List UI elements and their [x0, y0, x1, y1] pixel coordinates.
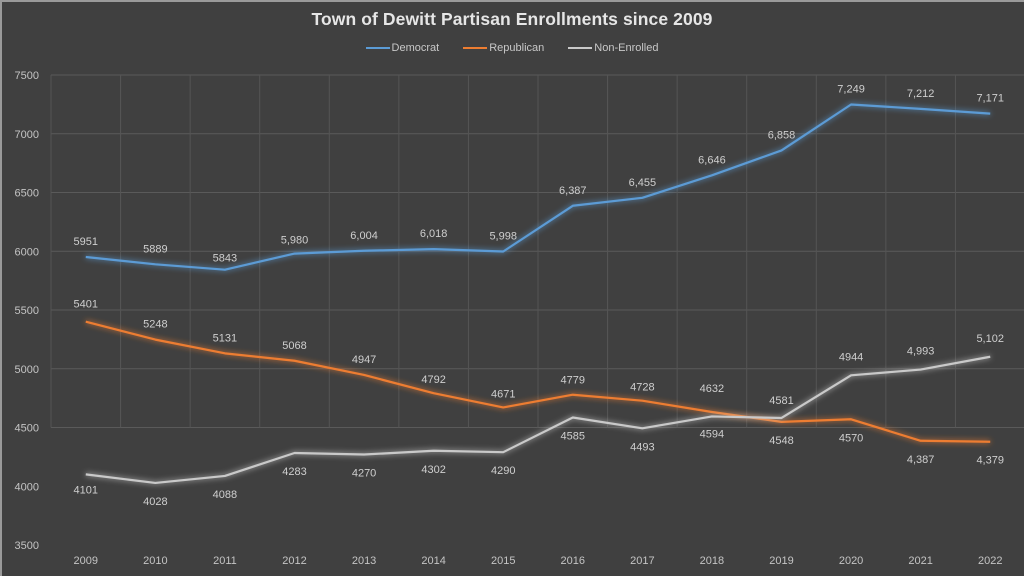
legend-label-democrat: Democrat	[391, 42, 440, 54]
data-label: 5,980	[281, 235, 309, 247]
data-label: 5951	[74, 236, 98, 248]
data-label: 4632	[700, 383, 724, 395]
data-label: 6,018	[420, 228, 448, 240]
legend-item-republican[interactable]: Republican	[463, 42, 544, 54]
data-label: 5248	[143, 319, 167, 331]
y-tick-label: 3500	[15, 540, 39, 552]
x-tick-label: 2021	[908, 555, 932, 567]
x-tick-label: 2019	[769, 555, 793, 567]
data-label: 7,212	[907, 88, 935, 100]
democrat-line	[85, 103, 991, 271]
non-enrolled-line	[85, 355, 991, 485]
data-label: 5068	[282, 340, 306, 352]
x-tick-label: 2010	[143, 555, 167, 567]
y-tick-label: 5500	[15, 305, 39, 317]
y-tick-label: 6000	[15, 246, 39, 258]
data-label: 6,646	[698, 154, 726, 166]
data-label: 6,858	[768, 129, 796, 141]
data-label: 4944	[839, 351, 863, 363]
data-label: 4,379	[976, 455, 1004, 467]
data-label: 4101	[74, 484, 98, 496]
data-label: 4088	[213, 489, 237, 501]
data-label: 4493	[630, 441, 654, 453]
legend: Democrat Republican Non-Enrolled	[0, 42, 1024, 54]
data-label: 5401	[74, 299, 98, 311]
data-label: 4,993	[907, 346, 935, 358]
data-label: 4585	[561, 431, 585, 443]
y-tick-label: 6500	[15, 188, 39, 200]
data-label: 4947	[352, 354, 376, 366]
data-label: 4728	[630, 382, 654, 394]
data-label: 5889	[143, 243, 167, 255]
data-label: 6,455	[629, 177, 657, 189]
x-tick-label: 2022	[978, 555, 1002, 567]
y-axis: 7500 7000 6500 6000 5500 5000 4500 4000 3500	[15, 70, 39, 552]
data-label: 4581	[769, 395, 793, 407]
data-label: 4,387	[907, 454, 935, 466]
x-tick-label: 2015	[491, 555, 515, 567]
gridlines	[50, 74, 1024, 428]
chart-title: Town of Dewitt Partisan Enrollments sinc…	[311, 9, 713, 29]
x-tick-label: 2020	[839, 555, 863, 567]
x-tick-label: 2017	[630, 555, 654, 567]
data-label: 4302	[421, 464, 445, 476]
legend-item-democrat[interactable]: Democrat	[365, 42, 440, 54]
x-axis: 2009 2010 2011 2012 2013 2014 2015 2016 2017 2018…	[74, 555, 1003, 567]
x-tick-label: 2018	[700, 555, 724, 567]
data-label: 4570	[839, 432, 863, 444]
legend-swatch-democrat	[365, 47, 390, 49]
data-label: 7,171	[976, 93, 1004, 105]
data-label: 6,387	[559, 185, 587, 197]
data-label: 6,004	[350, 230, 378, 242]
x-tick-label: 2013	[352, 555, 376, 567]
y-tick-label: 4500	[15, 423, 39, 435]
data-label: 4594	[700, 428, 724, 440]
data-label: 7,249	[837, 83, 865, 95]
data-label: 4283	[282, 466, 306, 478]
republican-line	[85, 320, 991, 443]
legend-item-non-enrolled[interactable]: Non-Enrolled	[568, 42, 658, 54]
data-label: 4548	[769, 435, 793, 447]
y-tick-label: 7500	[15, 70, 39, 82]
data-label: 5,102	[976, 333, 1004, 345]
legend-swatch-non-enrolled	[568, 47, 593, 49]
x-tick-label: 2011	[213, 555, 237, 567]
legend-swatch-republican	[463, 47, 488, 49]
x-tick-label: 2009	[74, 555, 98, 567]
data-label: 5843	[213, 253, 237, 265]
data-labels: 5951 5889 5843 5,980 6,004 6,018 5,998 6,387 6,4…	[74, 83, 1004, 507]
data-label: 4779	[561, 375, 585, 387]
data-label: 4792	[421, 374, 445, 386]
data-label: 5,998	[489, 230, 517, 242]
x-tick-label: 2012	[282, 555, 306, 567]
y-tick-label: 4000	[15, 481, 39, 493]
data-label: 5131	[213, 332, 237, 344]
data-label: 4671	[491, 388, 515, 400]
data-label: 4290	[491, 465, 515, 477]
y-tick-label: 7000	[15, 129, 39, 141]
legend-label-non-enrolled: Non-Enrolled	[594, 42, 659, 54]
data-label: 4028	[143, 496, 167, 508]
data-label: 4270	[352, 468, 376, 480]
y-tick-label: 5000	[15, 364, 39, 376]
legend-label-republican: Republican	[489, 42, 545, 54]
series-lines	[85, 103, 991, 485]
x-tick-label: 2016	[561, 555, 585, 567]
x-tick-label: 2014	[421, 555, 445, 567]
